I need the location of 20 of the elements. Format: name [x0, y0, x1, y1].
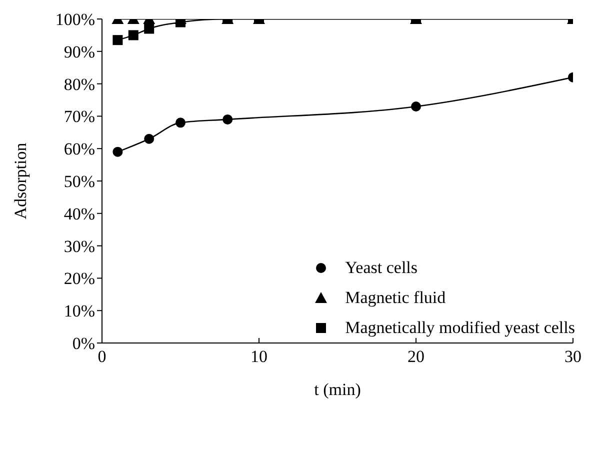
- y-tick-label: 40%: [64, 204, 95, 224]
- legend-label: Magnetically modified yeast cells: [345, 317, 575, 339]
- legend-label: Magnetic fluid: [345, 287, 446, 309]
- y-tick-label: 60%: [64, 140, 95, 159]
- x-axis-title: t (min): [314, 380, 361, 399]
- y-tick-label: 50%: [64, 172, 95, 192]
- y-tick-label: 80%: [64, 74, 95, 94]
- x-tick-label: 20: [408, 347, 424, 366]
- x-tick-label: 30: [564, 347, 582, 366]
- x-tick-label: 10: [250, 347, 268, 366]
- y-tick-label: 90%: [64, 42, 95, 62]
- y-tick-label: 100%: [55, 10, 95, 30]
- y-tick-label: 30%: [64, 236, 95, 256]
- y-tick-label: 10%: [64, 302, 95, 321]
- y-axis-title: Adsorption: [11, 142, 30, 220]
- y-tick-label: 70%: [64, 107, 95, 126]
- x-tick-label: 0: [98, 347, 106, 366]
- y-tick-label: 20%: [64, 269, 95, 288]
- legend-label: Yeast cells: [345, 257, 418, 279]
- y-tick-label: 0%: [72, 334, 95, 354]
